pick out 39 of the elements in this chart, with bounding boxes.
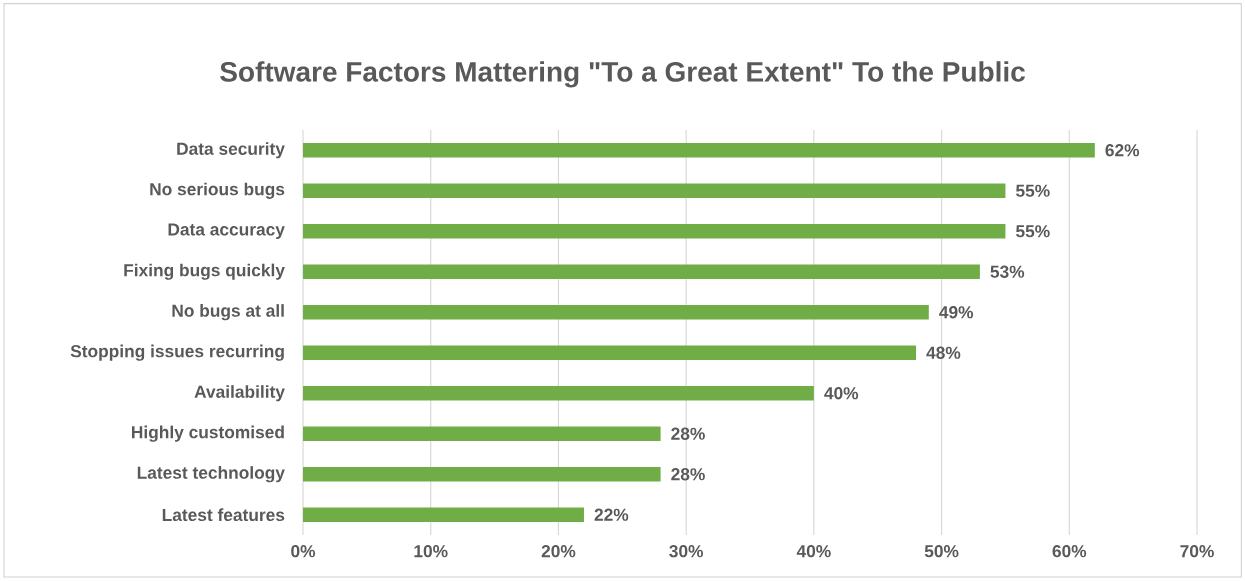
bar: [303, 183, 1006, 199]
y-tick-label: Latest features: [162, 508, 285, 522]
bar: [303, 304, 929, 320]
x-tick-label: 20%: [541, 545, 576, 558]
x-tick-label: 0%: [291, 545, 316, 558]
data-label: 53%: [990, 265, 1025, 278]
y-tick-label: Availability: [194, 385, 285, 402]
data-label: 40%: [824, 387, 859, 400]
x-tick-label: 60%: [1052, 545, 1087, 558]
data-label: 55%: [1016, 184, 1050, 197]
data-label: 49%: [939, 306, 974, 319]
x-tick-label: 70%: [1180, 545, 1214, 558]
bar: [303, 142, 1095, 158]
y-tick-label: No bugs at all: [172, 304, 284, 321]
x-tick-label: 30%: [669, 545, 704, 558]
data-label: 28%: [671, 468, 705, 481]
y-tick-label: No serious bugs: [150, 182, 285, 199]
y-tick-label: Highly customised: [132, 425, 284, 442]
bar: [303, 466, 661, 482]
bar: [303, 507, 584, 523]
y-tick-label: Stopping issues recurring: [70, 344, 284, 361]
x-tick-label: 10%: [414, 545, 448, 558]
data-label: 62%: [1105, 144, 1140, 157]
x-tick-label: 40%: [796, 545, 831, 558]
bar: [303, 345, 917, 361]
bar: [303, 223, 1006, 239]
data-label: 55%: [1016, 225, 1050, 238]
bar: [303, 426, 661, 442]
y-tick-label: Latest technology: [137, 466, 285, 483]
y-tick-label: Data accuracy: [168, 223, 285, 240]
bar: [303, 385, 814, 401]
data-label: 48%: [926, 346, 961, 359]
bar: [303, 264, 980, 280]
x-tick-label: 50%: [924, 545, 959, 558]
y-tick-label: Fixing bugs quickly: [124, 263, 285, 280]
chart-title: Software Factors Mattering "To a Great Extent" To the Public: [220, 61, 1025, 88]
data-label: 28%: [671, 427, 705, 440]
data-label: 22%: [594, 508, 629, 521]
y-tick-label: Data security: [177, 142, 285, 159]
